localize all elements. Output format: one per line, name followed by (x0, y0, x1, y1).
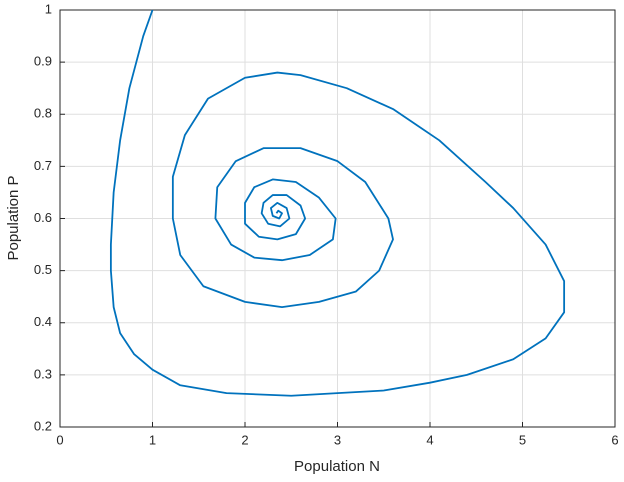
y-tick-label: 0.3 (34, 366, 52, 381)
x-tick-label: 2 (241, 432, 248, 447)
y-axis-title: Population P (5, 175, 22, 260)
x-axis-title: Population N (294, 458, 380, 475)
y-tick-label: 1 (45, 1, 52, 16)
x-tick-label: 3 (334, 432, 341, 447)
plot-frame (59, 9, 616, 428)
y-tick-label: 0.5 (34, 262, 52, 277)
x-tick-label: 6 (611, 432, 618, 447)
y-tick-label: 0.9 (34, 54, 52, 69)
x-tick-label: 5 (519, 432, 526, 447)
x-tick-label: 0 (56, 432, 63, 447)
x-tick-label: 1 (149, 432, 156, 447)
y-tick-label: 0.4 (34, 314, 52, 329)
trajectory-line (109, 9, 566, 397)
x-tick-label: 4 (426, 432, 433, 447)
y-tick-label: 0.7 (34, 158, 52, 173)
y-tick-label: 0.8 (34, 106, 52, 121)
y-tick-label: 0.2 (34, 418, 52, 433)
y-tick-label: 0.6 (34, 210, 52, 225)
